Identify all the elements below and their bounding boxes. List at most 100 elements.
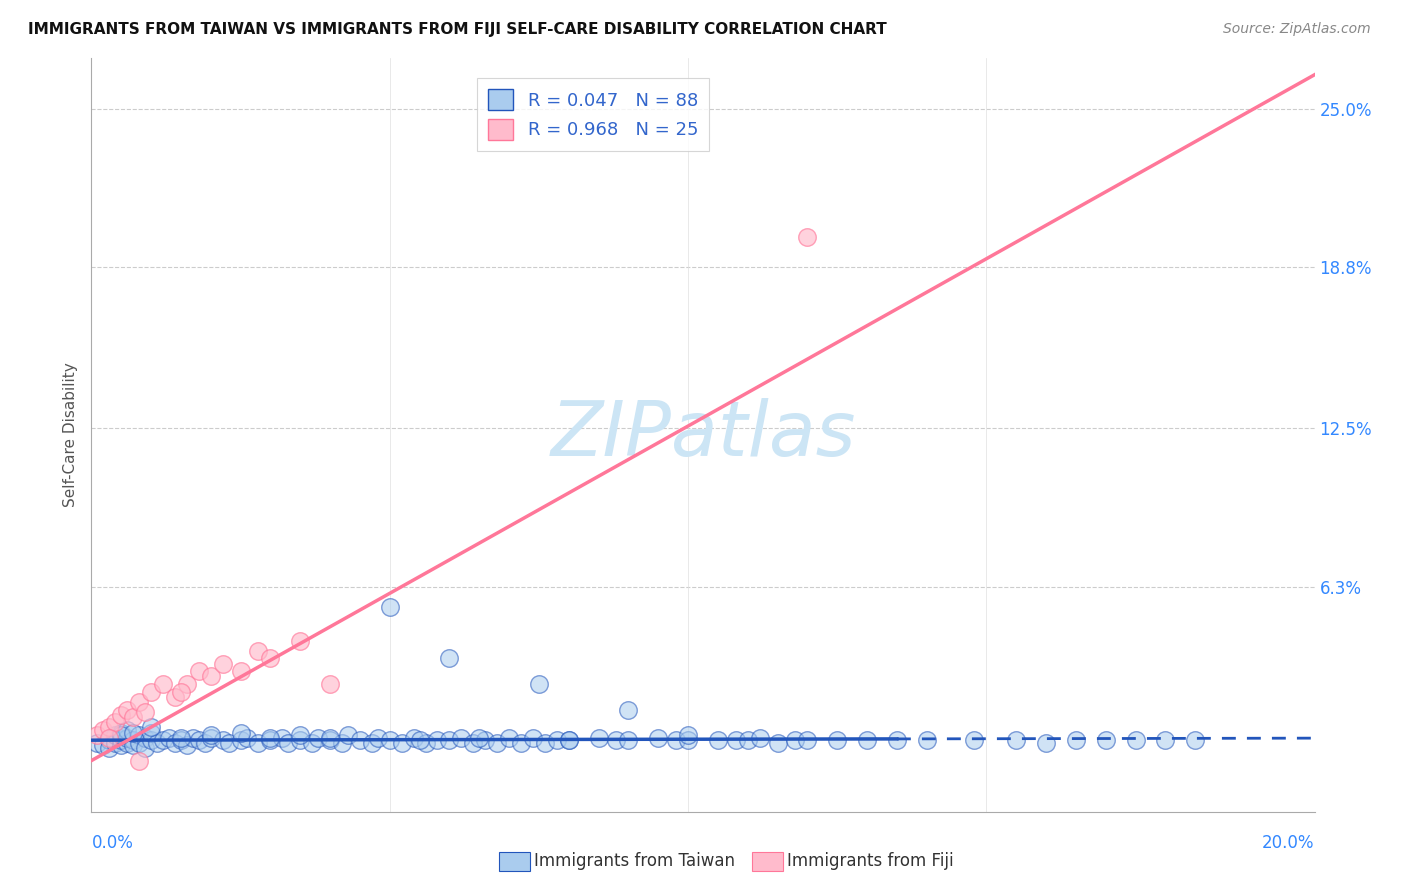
Point bbox=[122, 710, 145, 724]
Point bbox=[104, 736, 127, 750]
Text: Immigrants from Fiji: Immigrants from Fiji bbox=[787, 852, 955, 870]
Point bbox=[290, 733, 312, 747]
Point bbox=[378, 733, 401, 747]
Point bbox=[510, 736, 533, 750]
Point bbox=[534, 736, 557, 750]
Point bbox=[463, 736, 485, 750]
Point bbox=[737, 733, 759, 747]
Point bbox=[115, 736, 138, 750]
Point bbox=[139, 720, 162, 734]
Point bbox=[110, 728, 132, 742]
Point bbox=[1125, 733, 1147, 747]
Point bbox=[1035, 736, 1057, 750]
Point bbox=[139, 733, 162, 747]
Point bbox=[915, 733, 938, 747]
Point bbox=[665, 733, 688, 747]
Point bbox=[104, 715, 127, 730]
Point bbox=[1154, 733, 1177, 747]
Point bbox=[170, 684, 193, 698]
Point bbox=[319, 677, 342, 691]
Point bbox=[748, 731, 770, 745]
Point bbox=[170, 733, 193, 747]
Point bbox=[200, 731, 222, 745]
Text: Immigrants from Taiwan: Immigrants from Taiwan bbox=[534, 852, 735, 870]
Point bbox=[139, 684, 162, 698]
Point bbox=[290, 728, 312, 742]
Point bbox=[98, 740, 121, 755]
Point bbox=[486, 736, 509, 750]
Point bbox=[605, 733, 627, 747]
Legend: R = 0.047   N = 88, R = 0.968   N = 25: R = 0.047 N = 88, R = 0.968 N = 25 bbox=[477, 78, 709, 151]
Point bbox=[98, 733, 121, 747]
Point bbox=[134, 740, 156, 755]
Point bbox=[110, 739, 132, 753]
Point bbox=[336, 728, 359, 742]
Point bbox=[1064, 733, 1087, 747]
Point bbox=[349, 733, 371, 747]
Point bbox=[200, 669, 222, 683]
Point bbox=[319, 731, 342, 745]
Point bbox=[176, 677, 198, 691]
Point bbox=[134, 731, 156, 745]
Point bbox=[1094, 733, 1116, 747]
Point bbox=[115, 702, 138, 716]
Point bbox=[402, 731, 425, 745]
Point bbox=[200, 728, 222, 742]
Point bbox=[194, 736, 217, 750]
Point bbox=[146, 736, 169, 750]
Point bbox=[474, 733, 496, 747]
Point bbox=[277, 736, 299, 750]
Point bbox=[211, 657, 233, 671]
Point bbox=[157, 731, 180, 745]
Point bbox=[271, 731, 294, 745]
Point bbox=[391, 736, 413, 750]
Point bbox=[110, 707, 132, 722]
Point bbox=[290, 633, 312, 648]
Point bbox=[439, 651, 461, 665]
Point bbox=[676, 728, 699, 742]
Point bbox=[707, 733, 730, 747]
Point bbox=[617, 733, 640, 747]
Point bbox=[886, 733, 908, 747]
Point bbox=[128, 736, 150, 750]
Text: 20.0%: 20.0% bbox=[1263, 834, 1315, 852]
Point bbox=[498, 731, 520, 745]
Point bbox=[546, 733, 568, 747]
Point bbox=[307, 731, 329, 745]
Point bbox=[122, 725, 145, 739]
Point bbox=[163, 690, 186, 704]
Point bbox=[134, 705, 156, 719]
Point bbox=[235, 731, 257, 745]
Point bbox=[139, 725, 162, 739]
Point bbox=[558, 733, 581, 747]
Point bbox=[301, 736, 323, 750]
Point bbox=[128, 754, 150, 768]
Point bbox=[229, 725, 252, 739]
Point bbox=[426, 733, 449, 747]
Point bbox=[330, 736, 353, 750]
Point bbox=[724, 733, 747, 747]
Point bbox=[796, 230, 818, 244]
Point bbox=[91, 723, 114, 737]
Point bbox=[247, 736, 270, 750]
Point bbox=[408, 733, 430, 747]
Point bbox=[110, 733, 132, 747]
Point bbox=[647, 731, 669, 745]
Point bbox=[439, 733, 461, 747]
Point bbox=[415, 736, 437, 750]
Point bbox=[766, 736, 789, 750]
Point bbox=[122, 739, 145, 753]
Point bbox=[176, 739, 198, 753]
Point bbox=[163, 736, 186, 750]
Point bbox=[98, 720, 121, 734]
Point bbox=[211, 733, 233, 747]
Point bbox=[115, 731, 138, 745]
Point bbox=[319, 733, 342, 747]
Point bbox=[229, 733, 252, 747]
Point bbox=[86, 728, 108, 742]
Point bbox=[152, 733, 174, 747]
Point bbox=[247, 644, 270, 658]
Point bbox=[128, 728, 150, 742]
Point bbox=[367, 731, 389, 745]
Point bbox=[856, 733, 879, 747]
